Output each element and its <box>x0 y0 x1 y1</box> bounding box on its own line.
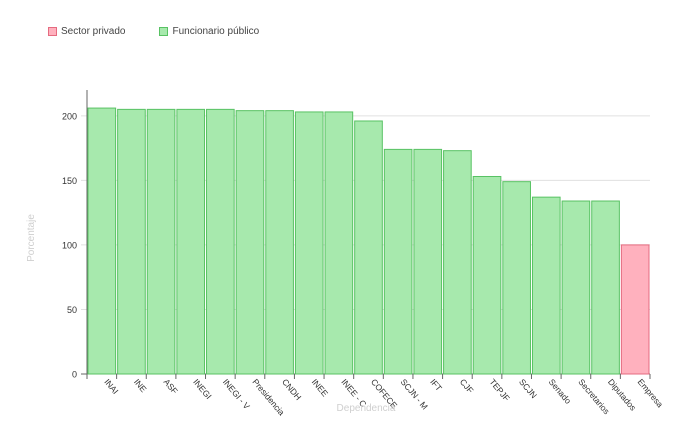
x-tick-label: SCJN <box>517 377 539 400</box>
bar-cofece[interactable] <box>354 120 383 375</box>
y-axis-title: Porcentaje <box>26 214 37 262</box>
bar-inai[interactable] <box>87 107 117 375</box>
x-tick-label: Empresa <box>636 377 666 410</box>
x-tick-label: IFT <box>428 377 444 393</box>
legend-swatch-private <box>48 27 57 36</box>
bar-cjf[interactable] <box>443 150 472 375</box>
bar-cndh[interactable] <box>265 110 294 375</box>
x-tick-label: INE <box>132 377 149 395</box>
x-tick-label: SCJN - M <box>399 377 430 412</box>
legend-item-private[interactable]: Sector privado <box>48 26 125 37</box>
bar-scjn[interactable] <box>502 181 531 375</box>
x-tick-label: ASF <box>162 377 180 396</box>
bar-asf[interactable] <box>146 108 176 375</box>
x-tick-label: INEGI <box>191 377 214 401</box>
bar-diputados[interactable] <box>591 200 620 375</box>
x-tick-label: INAI <box>102 377 120 396</box>
x-tick-label: INEGI - V <box>221 377 252 412</box>
x-tick-label: CJF <box>458 377 476 395</box>
bar-scjn-m[interactable] <box>383 148 413 375</box>
legend-item-public[interactable]: Funcionario público <box>159 26 259 37</box>
legend-label-public: Funcionario público <box>172 26 260 37</box>
y-tick-label: 100 <box>62 240 77 250</box>
bar-secretarios[interactable] <box>561 200 591 375</box>
bar-ift[interactable] <box>413 148 443 375</box>
x-tick-label: Diputados <box>606 377 638 413</box>
bar-empresa[interactable] <box>620 244 650 375</box>
bar-inee-c[interactable] <box>324 111 354 375</box>
bar-presidencia[interactable] <box>235 110 265 375</box>
x-tick-label: CNDH <box>280 377 303 402</box>
y-tick-label: 0 <box>72 370 77 380</box>
y-tick-label: 50 <box>67 305 77 315</box>
bar-inegi-v[interactable] <box>206 108 235 375</box>
x-tick-label: INEE <box>310 377 331 399</box>
bar-senado[interactable] <box>531 196 561 375</box>
legend-label-private: Sector privado <box>61 26 126 37</box>
bar-inee[interactable] <box>294 111 324 375</box>
x-axis-title: Dependencia <box>337 403 396 414</box>
bar-ine[interactable] <box>117 108 146 375</box>
bar-tepjf[interactable] <box>472 175 502 375</box>
legend: Sector privado Funcionario público <box>48 26 259 37</box>
x-tick-label: TEPJF <box>487 377 511 403</box>
x-tick-label: Senado <box>547 377 574 406</box>
legend-swatch-public <box>159 27 169 36</box>
y-tick-label: 150 <box>62 176 77 186</box>
y-tick-label: 200 <box>62 111 77 121</box>
bar-inegi[interactable] <box>176 108 206 375</box>
bar-layer <box>87 107 650 375</box>
